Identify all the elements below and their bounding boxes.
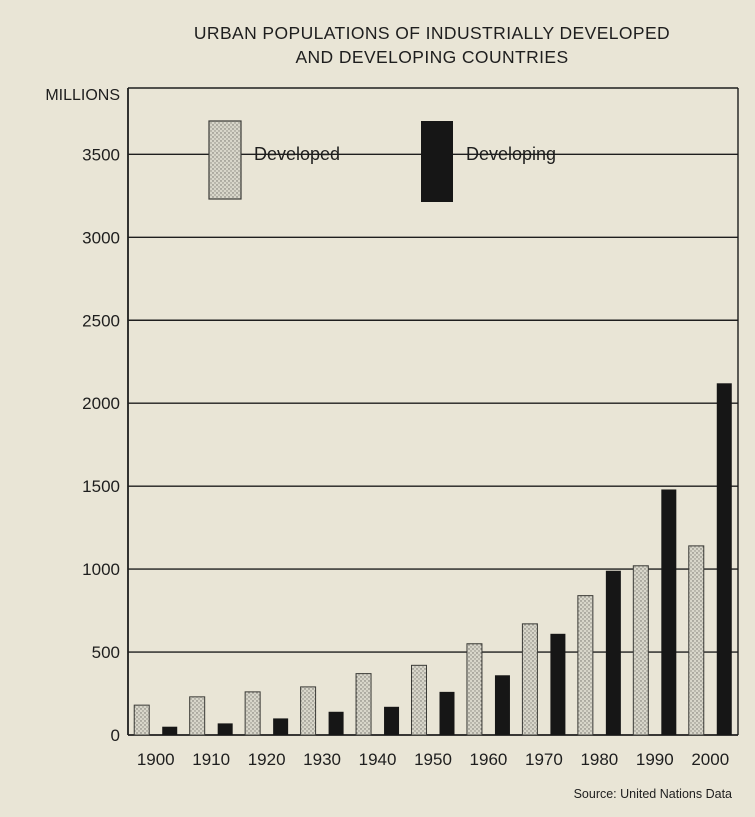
bar-developed xyxy=(688,545,705,736)
chart-title-line-2: AND DEVELOPING COUNTRIES xyxy=(295,47,568,67)
y-tick-label: 3500 xyxy=(82,145,120,164)
bar-developing xyxy=(328,711,344,735)
y-tick-label: 0 xyxy=(111,726,120,745)
x-tick-label: 1990 xyxy=(636,750,674,769)
y-tick-label: 3000 xyxy=(82,228,120,247)
bar-developing xyxy=(605,570,621,735)
x-tick-label: 2000 xyxy=(691,750,729,769)
bar-developing xyxy=(273,718,289,735)
y-tick-label: 1500 xyxy=(82,477,120,496)
legend-swatch-developing xyxy=(421,121,453,202)
legend-label-developed: Developed xyxy=(254,144,340,164)
bar-developed xyxy=(466,643,483,736)
bar-developing xyxy=(384,706,400,735)
legend-swatch-developed xyxy=(208,120,242,200)
source-note: Source: United Nations Data xyxy=(574,787,732,801)
legend-label-developing: Developing xyxy=(466,144,556,164)
x-tick-label: 1960 xyxy=(470,750,508,769)
y-tick-label: 2500 xyxy=(82,311,120,330)
bar-developing xyxy=(494,675,510,735)
y-tick-label: 1000 xyxy=(82,560,120,579)
bar-developed xyxy=(632,565,649,736)
bar-developing xyxy=(661,489,677,735)
bar-developed xyxy=(521,623,538,736)
bar-developed xyxy=(244,691,261,736)
bar-developed xyxy=(300,686,317,736)
x-tick-label: 1940 xyxy=(359,750,397,769)
y-axis-label: MILLIONS xyxy=(45,87,120,104)
bar-developing xyxy=(439,691,455,735)
bar-developed xyxy=(355,673,372,736)
chart-title-line-1: URBAN POPULATIONS OF INDUSTRIALLY DEVELO… xyxy=(194,23,670,43)
legend: Developed Developing xyxy=(208,120,556,202)
bar-developing xyxy=(550,633,566,735)
x-tick-label: 1950 xyxy=(414,750,452,769)
x-tick-label: 1970 xyxy=(525,750,563,769)
bar-developed xyxy=(189,696,206,736)
bars-layer xyxy=(133,383,732,736)
ticks-layer: 0 500 1000 1500 2000 2500 3000 3500 1900 1910 1920… xyxy=(82,145,729,769)
bar-developing xyxy=(162,726,178,735)
bar-developing xyxy=(716,383,732,735)
y-tick-label: 500 xyxy=(92,643,120,662)
x-tick-label: 1930 xyxy=(303,750,341,769)
bar-developed xyxy=(133,704,150,736)
x-tick-label: 1910 xyxy=(192,750,230,769)
bar-developed xyxy=(411,664,427,736)
bar-developing xyxy=(217,723,233,735)
x-tick-label: 1980 xyxy=(580,750,618,769)
x-tick-label: 1920 xyxy=(248,750,286,769)
x-tick-label: 1900 xyxy=(137,750,175,769)
y-tick-label: 2000 xyxy=(82,394,120,413)
bar-developed xyxy=(577,595,594,736)
